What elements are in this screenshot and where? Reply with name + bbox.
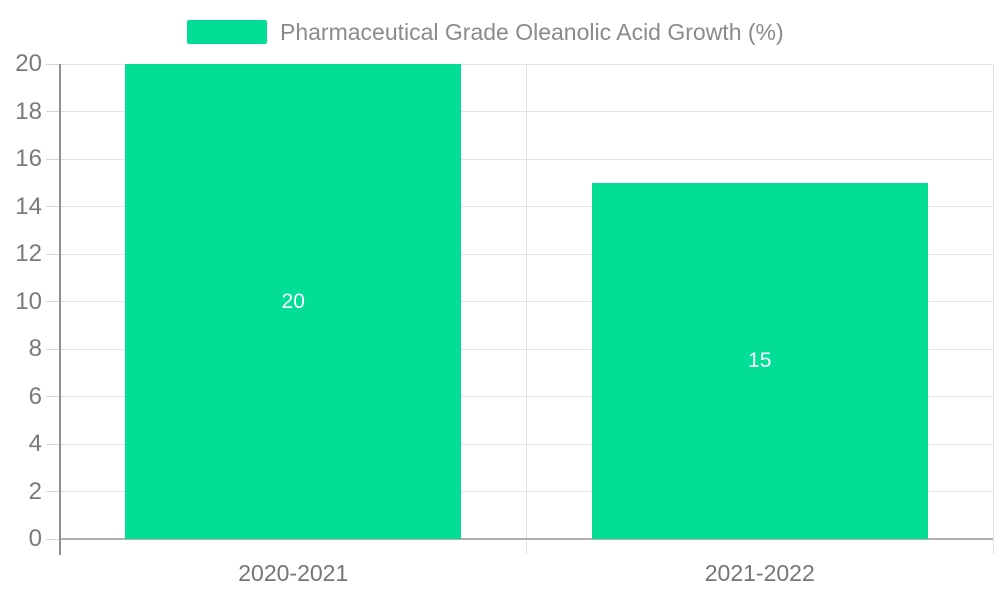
bar-value-label: 20 — [281, 289, 305, 313]
y-axis-tick — [46, 206, 60, 207]
y-axis-tick — [46, 158, 60, 160]
legend-swatch — [187, 20, 267, 44]
y-axis-tick-label: 14 — [15, 192, 42, 220]
y-axis-tick-label: 12 — [15, 240, 42, 267]
category-boundary-line — [992, 64, 994, 554]
plot-area: 0 2 4 6 8 10 12 14 16 18 20 20 2020-2021 15 2021-2022 — [15, 50, 994, 586]
legend-item[interactable]: Pharmaceutical Grade Oleanolic Acid Grow… — [187, 20, 784, 44]
y-axis-tick-label: 10 — [15, 287, 42, 315]
y-axis-tick-label: 18 — [15, 97, 42, 125]
category-boundary-line — [526, 64, 527, 554]
y-axis-tick-label: 20 — [15, 50, 42, 77]
y-axis-tick — [46, 63, 60, 65]
y-axis-tick-label: 6 — [28, 382, 42, 410]
x-axis-category-label: 2020-2021 — [238, 560, 349, 586]
y-axis-tick — [46, 491, 60, 492]
y-axis-tick — [46, 253, 60, 255]
y-axis-tick — [46, 443, 60, 445]
y-axis-tick-label: 0 — [28, 525, 42, 552]
y-axis-tick-label: 16 — [15, 145, 42, 172]
bar-value-label: 15 — [748, 348, 772, 372]
y-axis-tick-label: 4 — [28, 430, 42, 457]
x-axis-line — [60, 538, 993, 540]
y-axis-tick — [46, 301, 60, 302]
y-axis-tick — [46, 348, 60, 350]
y-axis-tick-label: 2 — [28, 477, 42, 505]
y-axis-line — [59, 64, 61, 555]
y-axis-tick — [46, 111, 60, 112]
y-axis-tick — [46, 538, 60, 540]
bar-2020-2021: 20 — [125, 64, 462, 539]
y-axis-tick — [46, 396, 60, 397]
legend-label: Pharmaceutical Grade Oleanolic Acid Grow… — [280, 19, 784, 45]
y-axis-tick-label: 8 — [28, 335, 42, 362]
bar-2021-2022: 15 — [591, 182, 928, 539]
x-axis-category-label: 2021-2022 — [704, 560, 815, 586]
